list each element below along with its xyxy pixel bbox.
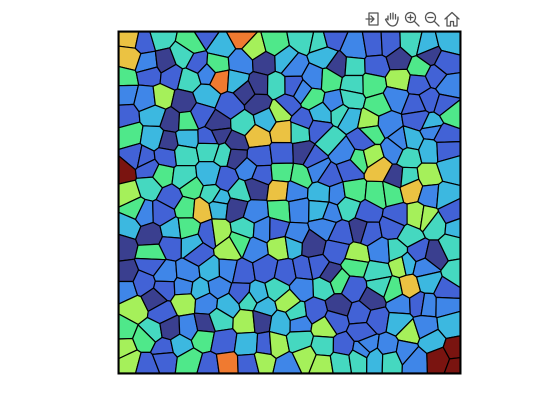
- home-button[interactable]: [444, 11, 460, 27]
- zoom-in-button[interactable]: [404, 11, 420, 27]
- zoom-out-button[interactable]: [424, 11, 440, 27]
- voronoi-cell: [269, 141, 294, 165]
- voronoi-cell: [418, 138, 439, 164]
- voronoi-cell: [208, 200, 229, 220]
- axes-box: [117, 30, 462, 375]
- voronoi-diagram: [118, 31, 461, 374]
- voronoi-cell: [210, 328, 238, 355]
- voronoi-cell: [255, 330, 272, 356]
- voronoi-cell: [174, 144, 200, 167]
- voronoi-cell: [266, 179, 289, 202]
- axes-toolbar: [364, 11, 460, 27]
- voronoi-cell: [233, 331, 259, 356]
- voronoi-cell: [361, 31, 383, 58]
- voronoi-cell: [288, 197, 310, 224]
- export-button[interactable]: [364, 11, 380, 27]
- voronoi-cell: [344, 56, 366, 77]
- voronoi-cell: [215, 351, 239, 374]
- pan-button[interactable]: [384, 11, 400, 27]
